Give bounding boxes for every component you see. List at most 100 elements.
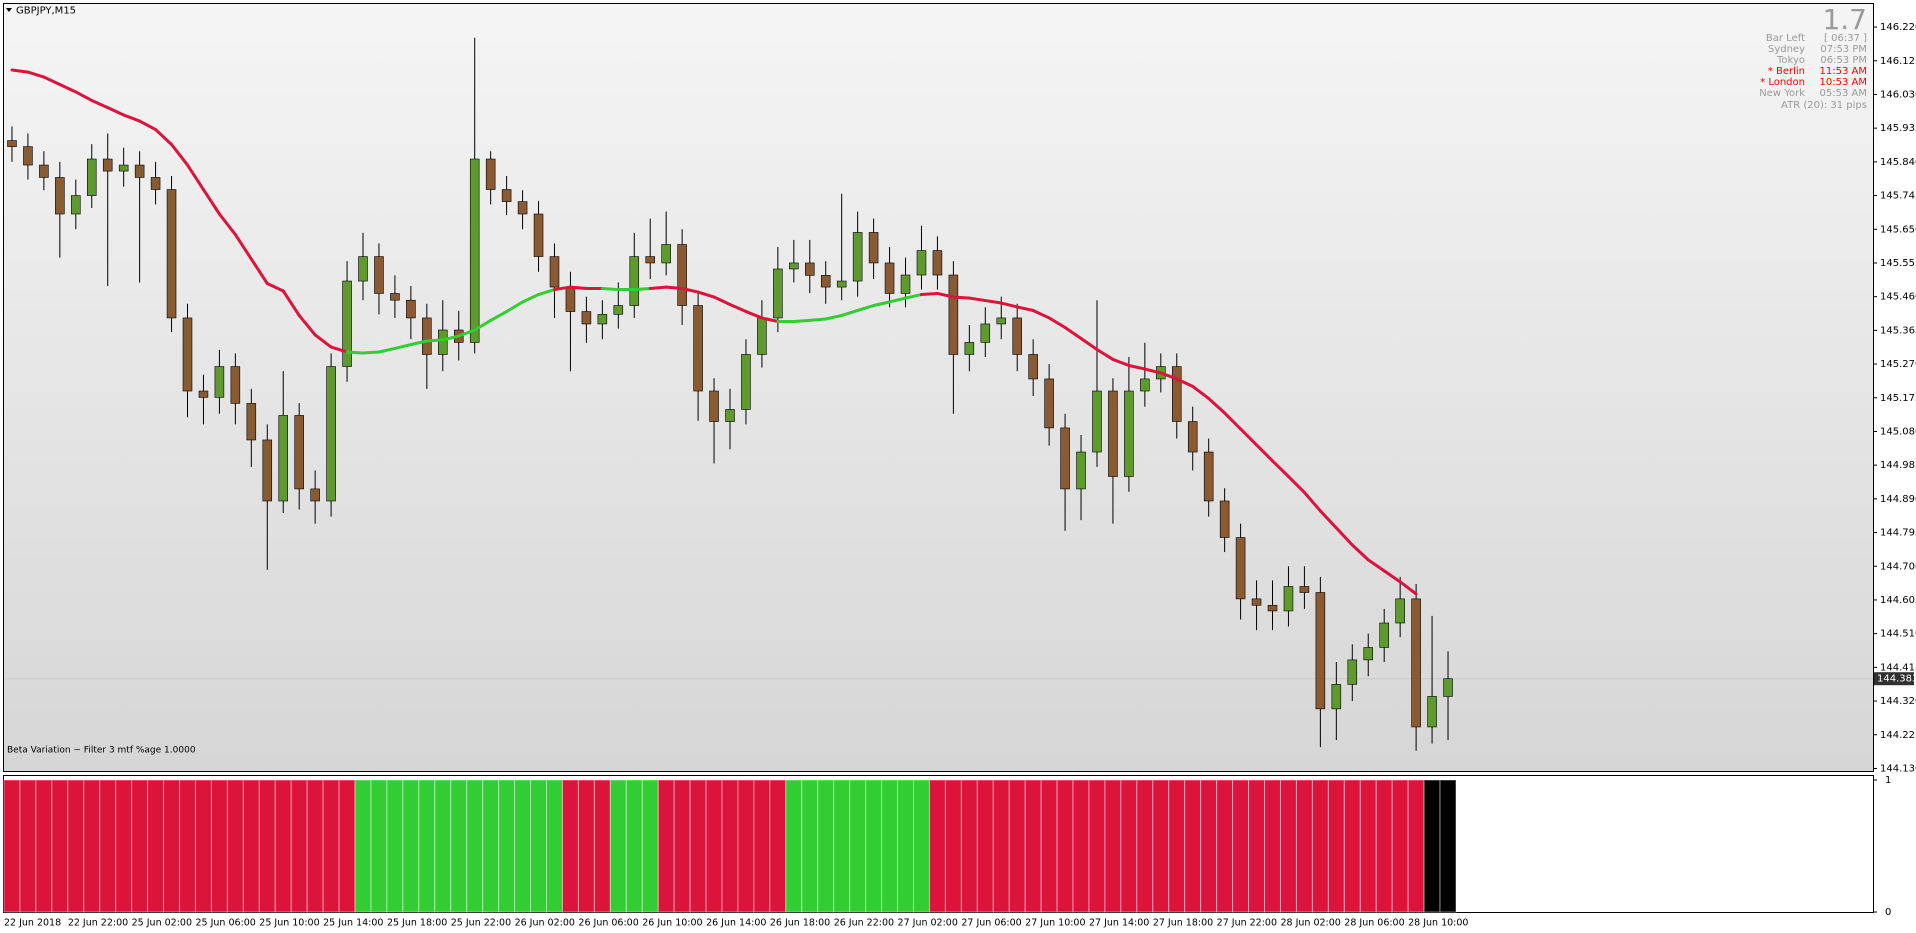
indicator-bar (1375, 779, 1393, 913)
y-tick-label: 144.890 (1880, 494, 1916, 505)
info-label: Tokyo (1776, 55, 1805, 66)
y-tick-label: 146.125 (1880, 56, 1916, 67)
indicator-bar (897, 779, 914, 913)
candle-body (725, 409, 735, 422)
ma-segment (1398, 580, 1418, 596)
indicator-bar (1200, 779, 1218, 913)
candle-body (501, 189, 512, 202)
candle-body (7, 140, 17, 147)
info-value: 05:53 AM (1820, 88, 1867, 99)
info-value: 07:53 PM (1820, 44, 1867, 55)
indicator-bar (498, 779, 516, 913)
candle-body (1411, 598, 1421, 728)
candle-body (597, 314, 608, 325)
indicator-bar (35, 779, 53, 913)
ma-segment (728, 302, 748, 314)
ma-segment (201, 188, 221, 216)
indicator-bar (1152, 779, 1170, 913)
info-label: Bar Left (1766, 33, 1805, 44)
candle-body (1235, 537, 1246, 600)
candle-body (374, 256, 384, 294)
main-panel (3, 3, 1874, 772)
candle-body (980, 323, 991, 343)
y-tick-label: 145.555 (1880, 258, 1916, 269)
ma-segment (1271, 459, 1290, 479)
indicator-bar (147, 779, 165, 913)
symbol-menu-arrow[interactable] (6, 8, 12, 12)
candle-body (134, 164, 145, 178)
ma-segment (138, 119, 158, 132)
ma-segment (680, 286, 700, 294)
candle-body (1443, 678, 1453, 697)
indicator-bar (912, 779, 930, 913)
candle-body (23, 146, 33, 166)
candle-body (996, 317, 1007, 325)
candle-body (836, 280, 847, 288)
ma-segment (1382, 569, 1402, 584)
x-tick-label: 26 Jun 18:00 (770, 918, 830, 929)
candle-body (278, 415, 288, 502)
chart-title: GBPJPY,M15 (16, 6, 76, 17)
indicator-bar (51, 779, 69, 913)
ma-segment (632, 286, 652, 292)
candle-body (709, 390, 719, 422)
ma-segment (265, 282, 285, 293)
indicator-bar (514, 779, 532, 913)
ma-segment (281, 289, 301, 317)
x-tick-label: 22 Jun 22:00 (68, 918, 128, 929)
candle-body (55, 177, 65, 215)
ma-segment (664, 285, 684, 290)
ma-segment (106, 106, 126, 117)
info-value: 11:53 AM (1820, 66, 1867, 77)
candle-body (342, 280, 352, 367)
ma-segment (297, 313, 317, 337)
indicator-bar (992, 779, 1010, 913)
x-tick-label: 27 Jun 18:00 (1153, 918, 1213, 929)
info-value: [ 06:37 ] (1824, 33, 1867, 44)
candle-body (71, 195, 81, 215)
ma-segment (1255, 443, 1275, 463)
ma-segment (919, 291, 939, 297)
candle-body (533, 213, 544, 257)
indicator-bar (179, 779, 196, 913)
y-tick-label: 145.270 (1880, 359, 1916, 370)
indicator-bar (1216, 779, 1234, 913)
x-tick-label: 26 Jun 10:00 (642, 918, 702, 929)
x-tick-label: 26 Jun 22:00 (834, 918, 894, 929)
candle-body (517, 201, 528, 215)
candle-body (852, 232, 863, 282)
ma-segment (537, 288, 556, 297)
ma-segment (1063, 326, 1083, 341)
candle-body (1124, 390, 1134, 477)
plot-layer: 146.220 146.125 146.030 145.935 145.840 145.7… (3, 22, 1916, 929)
ma-segment (1079, 337, 1099, 352)
candle-body (1012, 317, 1022, 355)
candle-body (757, 317, 767, 355)
indicator-bar (418, 779, 436, 913)
indicator-bar (561, 779, 579, 913)
y-tick-label: 146.220 (1880, 22, 1916, 33)
info-label: * Berlin (1768, 66, 1805, 77)
ma-segment (345, 350, 365, 355)
ma-segment (935, 291, 955, 299)
y-tick-label: 145.175 (1880, 393, 1916, 404)
ma-segment (313, 333, 333, 349)
indicator-bar (1311, 779, 1329, 913)
candle-body (1172, 366, 1182, 422)
ma-segment (58, 83, 78, 94)
indicator-bar (131, 779, 149, 913)
ma-segment (26, 70, 46, 79)
x-tick-label: 25 Jun 22:00 (451, 918, 511, 929)
indicator-bar (1136, 779, 1154, 913)
ma-segment (744, 310, 764, 320)
indicator-bar (1391, 779, 1409, 913)
ma-segment (600, 286, 620, 292)
ma-segment (393, 343, 413, 350)
info-label: New York (1759, 88, 1805, 99)
ma-segment (185, 163, 205, 192)
candle-body (645, 256, 655, 264)
candle-body (214, 366, 225, 398)
y-tick-label: 145.840 (1880, 157, 1916, 168)
candle-body (390, 293, 400, 301)
ma-segment (1127, 363, 1147, 371)
